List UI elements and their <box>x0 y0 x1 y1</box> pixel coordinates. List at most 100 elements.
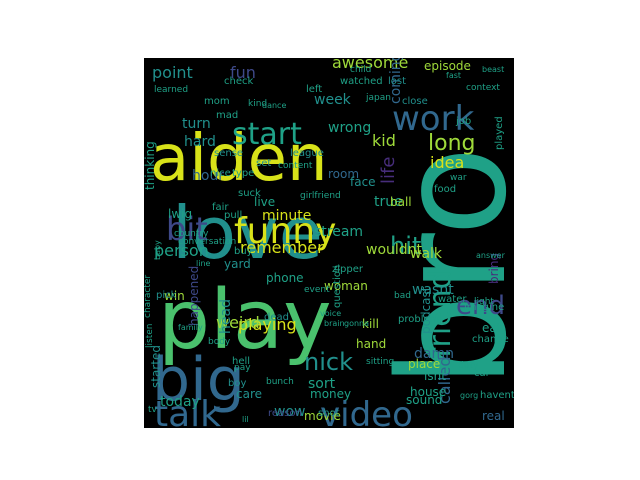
word-ball: ball <box>390 195 412 209</box>
word-big: big <box>152 345 245 415</box>
word-war: war <box>450 173 467 183</box>
word-baby: baby <box>153 240 162 260</box>
word-fair: fair <box>212 202 229 213</box>
word-hard: hard <box>184 134 216 150</box>
word-kill: kill <box>362 317 379 331</box>
word-minute: minute <box>262 208 311 224</box>
word-kind: kind <box>248 99 267 109</box>
word-car: car <box>474 368 491 379</box>
word-remember: remember <box>240 238 324 257</box>
word-sound: sound <box>406 393 442 407</box>
word-end: end <box>456 291 505 321</box>
word-yard: yard <box>224 257 251 271</box>
word-woman: woman <box>324 279 368 293</box>
word-type: type <box>232 168 254 179</box>
word-real: real <box>482 409 505 423</box>
word-money: money <box>310 387 351 401</box>
word-damn: damn <box>414 346 454 362</box>
word-thinking: thinking <box>144 141 157 190</box>
word-wow: wow <box>274 404 305 420</box>
word-country: country <box>174 229 209 239</box>
word-walk: walk <box>410 246 443 262</box>
word-bunch: bunch <box>266 377 294 387</box>
word-cloud-background <box>144 58 514 428</box>
word-true: true <box>374 194 403 210</box>
word-happened: happened <box>187 266 201 326</box>
word-nick: nick <box>304 348 353 376</box>
word-played: played <box>494 116 505 150</box>
word-voice: voice <box>320 309 341 318</box>
word-started: started <box>149 345 163 388</box>
word-life: life <box>378 157 399 184</box>
word-talk: talk <box>154 394 221 428</box>
word-stream: stream <box>314 224 363 240</box>
word-gonna: gonna <box>344 319 369 328</box>
word-place: place <box>408 357 440 371</box>
word-head: head <box>218 299 234 334</box>
word-work: work <box>392 99 475 139</box>
word-set: set <box>256 158 271 169</box>
word-sort: sort <box>308 376 336 392</box>
word-fun: fun <box>230 63 256 82</box>
word-episode: episode <box>424 59 471 73</box>
word-hour: hour <box>192 168 224 184</box>
word-zipper: zipper <box>332 264 364 275</box>
word-care: care <box>236 387 262 401</box>
word-line: line <box>196 259 211 268</box>
word-hit: hit <box>390 232 421 260</box>
word-job: job <box>455 116 471 127</box>
word-league: league <box>290 148 324 159</box>
word-video: video <box>320 395 413 428</box>
word-character: character <box>144 275 153 318</box>
word-listen: listen <box>145 324 155 348</box>
word-brain: brain <box>324 319 345 328</box>
word-hell: hell <box>232 356 250 367</box>
word-question: question <box>332 265 343 308</box>
word-playing: playing <box>238 315 297 334</box>
word-wrong: wrong <box>328 120 371 136</box>
word-answer: answer <box>476 251 506 260</box>
word-buy: buy <box>234 246 253 257</box>
word-pull: pull <box>224 210 242 221</box>
word-sense: sense <box>214 148 243 159</box>
word-hand: hand <box>356 337 386 351</box>
word-bad: bad <box>394 291 411 301</box>
word-duty: duty <box>458 361 479 371</box>
word-context: context <box>466 83 500 93</box>
word-person: person <box>154 241 209 260</box>
word-light: light <box>474 297 494 307</box>
word-water: water <box>438 294 467 305</box>
word-bit: bit <box>166 210 208 248</box>
word-start: start <box>232 117 302 152</box>
word-dead: dead <box>264 312 289 323</box>
word-child: child <box>350 65 371 75</box>
word-tv: tv <box>148 405 158 415</box>
word-learned: learned <box>154 85 188 95</box>
word-long: long <box>428 131 475 156</box>
word-gorg: gorg <box>460 391 478 400</box>
word-japan: japan <box>365 93 391 103</box>
word-friend: friend <box>423 270 458 358</box>
word-close: close <box>402 96 428 107</box>
word-fast: fast <box>446 71 461 80</box>
word-problem: problem <box>398 314 439 325</box>
word-live: live <box>254 195 275 209</box>
word-funny: funny <box>234 211 336 252</box>
word-bring: bring <box>487 253 501 284</box>
word-win: win <box>164 289 185 303</box>
word-lil: lil <box>242 415 249 424</box>
word-bro: bro <box>367 146 514 388</box>
word-weird: weird <box>216 313 260 332</box>
word-coming: coming <box>388 58 404 104</box>
word-suck: suck <box>238 188 261 199</box>
word-play: play <box>158 273 332 368</box>
word-isnt: isnt <box>424 369 446 383</box>
word-boy: boy <box>228 378 246 389</box>
word-check: check <box>224 76 253 87</box>
word-mom: mom <box>204 96 230 107</box>
word-imagine: imagine <box>464 302 504 313</box>
word-wasnt: wasnt <box>412 282 454 298</box>
word-room: room <box>328 167 359 181</box>
word-podcast: podcast <box>419 286 433 334</box>
